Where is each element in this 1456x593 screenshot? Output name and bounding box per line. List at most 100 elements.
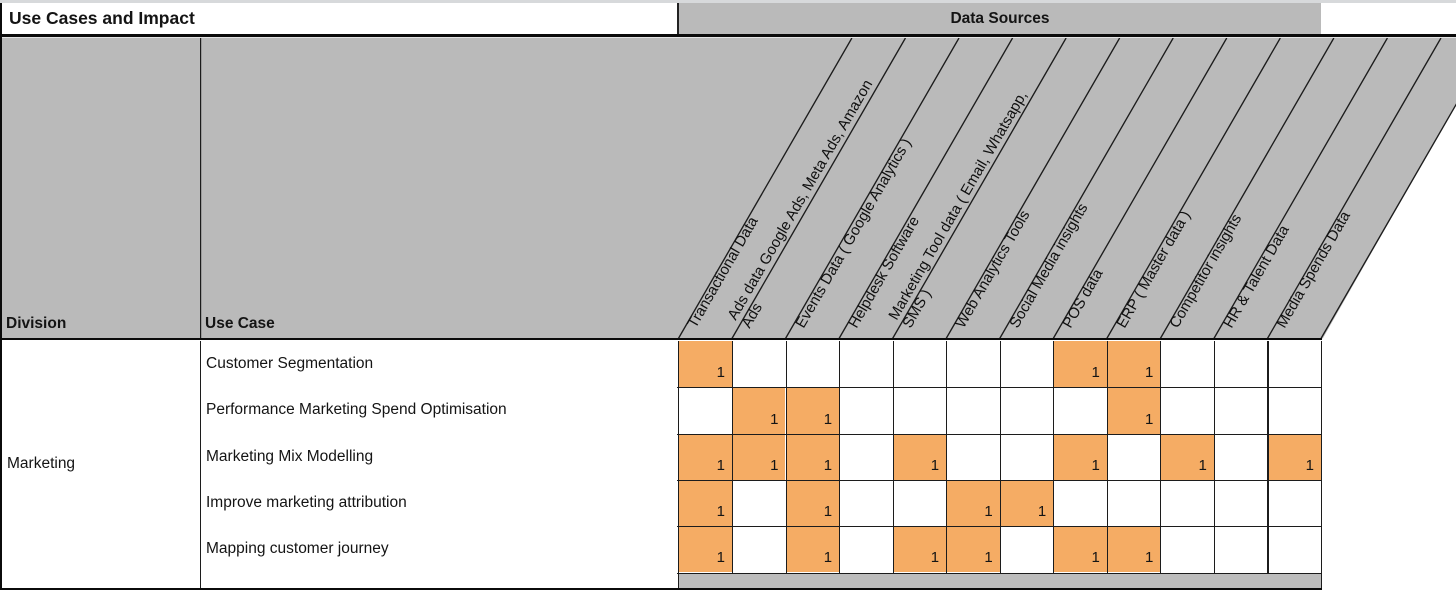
matrix-cell[interactable]: 1	[1106, 526, 1161, 573]
matrix-cell[interactable]	[1214, 341, 1268, 387]
matrix-cell[interactable]	[1107, 480, 1161, 526]
use-case-cell[interactable]: Improve marketing attribution	[200, 480, 678, 526]
use-case-label: Performance Marketing Spend Optimisation	[206, 401, 507, 419]
matrix-cell[interactable]	[1267, 387, 1321, 433]
matrix-cell[interactable]	[1267, 526, 1321, 572]
division-value: Marketing	[7, 455, 76, 472]
matrix-cell[interactable]	[1214, 526, 1268, 572]
use-case-cell[interactable]: Mapping customer journey	[200, 526, 678, 572]
use-case-label: Marketing Mix Modelling	[206, 447, 374, 465]
use-case-cell[interactable]: Marketing Mix Modelling	[200, 434, 678, 480]
matrix-cell[interactable]	[1267, 341, 1321, 387]
matrix-cell[interactable]: 1	[678, 433, 732, 480]
grid-line	[677, 433, 1322, 435]
use-case-cell[interactable]: Performance Marketing Spend Optimisation	[200, 387, 678, 433]
matrix-cell[interactable]: 1	[1053, 433, 1107, 480]
matrix-cell[interactable]: 1	[1267, 433, 1321, 480]
matrix-cell[interactable]: 1	[946, 479, 1000, 527]
matrix-cell[interactable]	[946, 341, 1000, 387]
grid-line	[999, 341, 1001, 573]
matrix-cell[interactable]: 1	[678, 341, 732, 388]
page-title-cell[interactable]: Use Cases and Impact	[2, 3, 683, 34]
matrix-cell[interactable]: 1	[785, 479, 840, 527]
matrix-cell[interactable]: 1	[999, 479, 1054, 527]
sheet-left-border	[0, 3, 2, 590]
matrix-cell[interactable]: 1	[1053, 341, 1107, 388]
matrix-cell[interactable]	[1160, 526, 1214, 572]
diagonal-grid-line	[838, 38, 1014, 339]
diagonal-grid-line	[1159, 38, 1335, 339]
grid-line	[677, 479, 1322, 482]
data-sources-header-cell[interactable]: Data Sources	[677, 3, 1321, 34]
matrix-cell[interactable]	[1053, 480, 1107, 526]
use-case-cell[interactable]: Customer Segmentation	[200, 341, 678, 387]
matrix-cell[interactable]	[1160, 341, 1214, 387]
header-underline	[0, 338, 1322, 341]
diagonal-grid-line	[1266, 38, 1442, 339]
grid-line	[1053, 341, 1055, 573]
matrix-cell[interactable]: 1	[785, 433, 840, 480]
bottom-gray-strip	[679, 573, 1321, 588]
use-case-header-label: Use Case	[205, 315, 275, 332]
diagonal-header-background	[0, 38, 1456, 339]
matrix-cell[interactable]: 1	[946, 526, 1000, 573]
diagonal-grid-line	[892, 38, 1067, 339]
matrix-cell[interactable]: 1	[678, 526, 732, 573]
grid-line	[677, 341, 679, 588]
matrix-cell[interactable]	[839, 480, 893, 526]
matrix-cell[interactable]: 1	[731, 433, 786, 480]
matrix-cell[interactable]: 1	[892, 526, 947, 573]
matrix-cell[interactable]	[1000, 341, 1054, 387]
diagonal-grid-line	[1320, 103, 1456, 339]
matrix-cell[interactable]	[678, 387, 732, 433]
grid-line	[785, 341, 787, 573]
matrix-cell[interactable]	[1000, 434, 1054, 480]
matrix-cell[interactable]: 1	[892, 433, 947, 480]
grid-line	[1320, 341, 1322, 588]
matrix-cell[interactable]	[732, 526, 786, 572]
matrix-cell[interactable]	[1214, 480, 1268, 526]
grid-line	[677, 526, 1322, 528]
grid-line	[199, 341, 201, 588]
matrix-cell[interactable]	[839, 387, 893, 433]
matrix-cell[interactable]	[1160, 480, 1214, 526]
matrix-cell[interactable]: 1	[1160, 433, 1214, 480]
matrix-cell[interactable]	[946, 434, 1000, 480]
matrix-cell[interactable]	[1107, 434, 1161, 480]
matrix-cell[interactable]: 1	[678, 479, 732, 527]
matrix-cell[interactable]	[839, 341, 893, 387]
matrix-cell[interactable]	[1214, 387, 1268, 433]
matrix-cell[interactable]	[1000, 387, 1054, 433]
matrix-cell[interactable]	[786, 341, 840, 387]
grid-line	[1106, 341, 1108, 573]
matrix-cell[interactable]: 1	[785, 387, 840, 434]
matrix-cell[interactable]: 1	[1106, 387, 1161, 434]
matrix-cell[interactable]	[893, 387, 947, 433]
matrix-cell[interactable]	[1000, 526, 1054, 572]
matrix-cell[interactable]: 1	[785, 526, 840, 573]
matrix-cell[interactable]	[732, 480, 786, 526]
diagonal-grid-line	[945, 38, 1121, 339]
matrix-cell[interactable]: 1	[1106, 341, 1161, 388]
matrix-cell[interactable]	[946, 387, 1000, 433]
matrix-cell[interactable]	[1214, 434, 1268, 480]
matrix-cell[interactable]	[1160, 387, 1214, 433]
grid-line	[946, 341, 948, 573]
matrix-cell[interactable]	[1267, 480, 1321, 526]
grid-line	[677, 572, 1322, 574]
use-case-label: Improve marketing attribution	[206, 494, 407, 512]
grid-line	[731, 341, 734, 573]
division-header-label: Division	[6, 315, 67, 332]
division-cell[interactable]: Marketing	[2, 341, 200, 587]
matrix-cell[interactable]	[893, 341, 947, 387]
matrix-cell[interactable]	[839, 434, 893, 480]
matrix-cell[interactable]	[1053, 387, 1107, 433]
matrix-cell[interactable]	[839, 526, 893, 572]
diagonal-grid-line	[1213, 38, 1388, 339]
diagonal-grid-line	[1106, 38, 1281, 339]
matrix-cell[interactable]: 1	[731, 387, 786, 434]
matrix-cell[interactable]: 1	[1053, 526, 1107, 573]
matrix-cell[interactable]	[732, 341, 786, 387]
matrix-cell[interactable]	[893, 480, 947, 526]
